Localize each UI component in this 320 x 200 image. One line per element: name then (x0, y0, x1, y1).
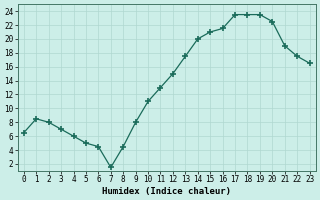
X-axis label: Humidex (Indice chaleur): Humidex (Indice chaleur) (102, 187, 231, 196)
